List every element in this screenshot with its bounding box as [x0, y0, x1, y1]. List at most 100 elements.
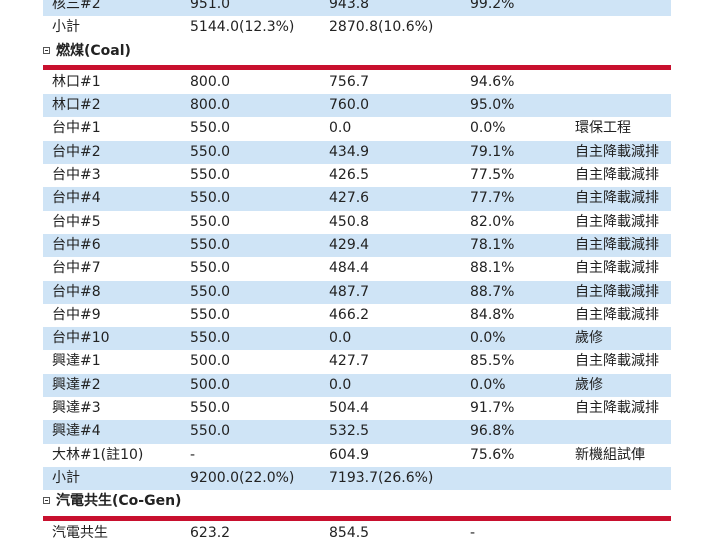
capacity-cell: 550.0	[190, 167, 231, 184]
capacity-cell: 623.2	[190, 524, 231, 540]
table-row: 小計 9200.0(22.0%) 7193.7(26.6%)	[43, 466, 671, 491]
capacity-cell: 500.0	[190, 376, 231, 393]
collapse-minus-icon[interactable]	[43, 497, 50, 505]
table-row: 興達#1 500.0 427.7 85.5% 自主降載減排	[43, 350, 671, 373]
output-cell: 756.7	[329, 73, 370, 90]
unit-name-cell: 興達#3	[52, 400, 101, 417]
unit-name-cell: 興達#4	[52, 423, 101, 440]
table-row: 台中#9 550.0 466.2 84.8% 自主降載減排	[43, 304, 671, 327]
unit-name-cell: 林口#1	[52, 73, 101, 90]
output-cell: 429.4	[329, 236, 370, 253]
table-row: 台中#2 550.0 434.9 79.1% 自主降載減排	[43, 140, 671, 165]
table-row: 林口#1 800.0 756.7 94.6%	[43, 71, 671, 94]
utilization-cell: 95.0%	[470, 97, 515, 114]
remark-cell: 自主降載減排	[575, 213, 659, 230]
table-row: 興達#4 550.0 532.5 96.8%	[43, 420, 671, 444]
utilization-cell: 84.8%	[470, 306, 515, 323]
capacity-cell: 550.0	[190, 143, 231, 160]
unit-name-cell: 汽電共生	[52, 524, 108, 540]
output-cell: 604.9	[329, 446, 370, 463]
unit-name-cell: 台中#7	[52, 260, 101, 277]
section-title: 燃煤(Coal)	[56, 42, 131, 59]
output-cell: 466.2	[329, 306, 370, 323]
table-row: 台中#5 550.0 450.8 82.0% 自主降載減排	[43, 211, 671, 234]
output-cell: 0.0	[329, 330, 352, 347]
output-cell: 0.0	[329, 376, 352, 393]
output-cell: 943.8	[329, 0, 370, 12]
output-cell: 504.4	[329, 400, 370, 417]
utilization-cell: 0.0%	[470, 120, 506, 137]
capacity-cell: 550.0	[190, 283, 231, 300]
capacity-cell: 550.0	[190, 236, 231, 253]
remark-cell: 自主降載減排	[575, 143, 659, 160]
unit-name-cell: 小計	[52, 469, 80, 486]
unit-name-cell: 興達#1	[52, 353, 101, 370]
utilization-cell: 0.0%	[470, 376, 506, 393]
utilization-cell: 75.6%	[470, 446, 515, 463]
output-cell: 532.5	[329, 423, 370, 440]
capacity-cell: 550.0	[190, 306, 231, 323]
utilization-cell: 77.5%	[470, 167, 515, 184]
output-cell: 450.8	[329, 213, 370, 230]
remark-cell: 自主降載減排	[575, 236, 659, 253]
section-divider	[43, 64, 671, 70]
capacity-cell: 951.0	[190, 0, 231, 12]
power-generation-table: 核三#2 951.0 943.8 99.2% 小計 5144.0(12.3%) 2870.8…	[43, 0, 671, 540]
output-cell: 427.6	[329, 190, 370, 207]
capacity-cell: 550.0	[190, 190, 231, 207]
remark-cell: 環保工程	[575, 120, 631, 137]
utilization-cell: -	[470, 524, 476, 540]
table-row: 台中#6 550.0 429.4 78.1% 自主降載減排	[43, 233, 671, 258]
capacity-cell: 9200.0(22.0%)	[190, 469, 295, 486]
collapse-minus-icon[interactable]	[43, 46, 50, 54]
unit-name-cell: 台中#2	[52, 143, 101, 160]
remark-cell: 歲修	[575, 330, 603, 347]
table-row: 興達#2 500.0 0.0 0.0% 歲修	[43, 373, 671, 398]
utilization-cell: 99.2%	[470, 0, 515, 12]
unit-name-cell: 大林#1(註10)	[52, 446, 144, 463]
utilization-cell: 96.8%	[470, 423, 515, 440]
remark-cell: 自主降載減排	[575, 260, 659, 277]
capacity-cell: 550.0	[190, 213, 231, 230]
table-row: 小計 5144.0(12.3%) 2870.8(10.6%)	[43, 16, 671, 39]
table-row: 興達#3 550.0 504.4 91.7% 自主降載減排	[43, 397, 671, 420]
output-cell: 854.5	[329, 524, 370, 540]
section-title: 汽電共生(Co-Gen)	[56, 493, 182, 510]
capacity-cell: 550.0	[190, 423, 231, 440]
capacity-cell: 550.0	[190, 400, 231, 417]
utilization-cell: 88.1%	[470, 260, 515, 277]
unit-name-cell: 興達#2	[52, 376, 101, 393]
utilization-cell: 85.5%	[470, 353, 515, 370]
output-cell: 2870.8(10.6%)	[329, 19, 434, 36]
remark-cell: 歲修	[575, 376, 603, 393]
unit-name-cell: 台中#5	[52, 213, 101, 230]
remark-cell: 自主降載減排	[575, 167, 659, 184]
unit-name-cell: 台中#10	[52, 330, 110, 347]
capacity-cell: 800.0	[190, 97, 231, 114]
output-cell: 484.4	[329, 260, 370, 277]
unit-name-cell: 台中#3	[52, 167, 101, 184]
table-row: 台中#3 550.0 426.5 77.5% 自主降載減排	[43, 164, 671, 187]
table-row: 核三#2 951.0 943.8 99.2%	[43, 0, 671, 17]
unit-name-cell: 台中#1	[52, 120, 101, 137]
output-cell: 426.5	[329, 167, 370, 184]
table-row: 台中#7 550.0 484.4 88.1% 自主降載減排	[43, 257, 671, 280]
table-row: 台中#1 550.0 0.0 0.0% 環保工程	[43, 117, 671, 140]
table-row: 汽電共生 623.2 854.5 -	[43, 522, 671, 540]
unit-name-cell: 林口#2	[52, 97, 101, 114]
unit-name-cell: 台中#4	[52, 190, 101, 207]
utilization-cell: 88.7%	[470, 283, 515, 300]
output-cell: 0.0	[329, 120, 352, 137]
section-header[interactable]: 汽電共生(Co-Gen)	[43, 490, 671, 513]
capacity-cell: 550.0	[190, 330, 231, 347]
table-row: 台中#8 550.0 487.7 88.7% 自主降載減排	[43, 280, 671, 304]
unit-name-cell: 台中#9	[52, 306, 101, 323]
capacity-cell: 550.0	[190, 260, 231, 277]
unit-name-cell: 台中#6	[52, 236, 101, 253]
section-header[interactable]: 燃煤(Coal)	[43, 40, 671, 63]
utilization-cell: 78.1%	[470, 236, 515, 253]
remark-cell: 自主降載減排	[575, 400, 659, 417]
utilization-cell: 94.6%	[470, 73, 515, 90]
utilization-cell: 79.1%	[470, 143, 515, 160]
unit-name-cell: 小計	[52, 19, 80, 36]
